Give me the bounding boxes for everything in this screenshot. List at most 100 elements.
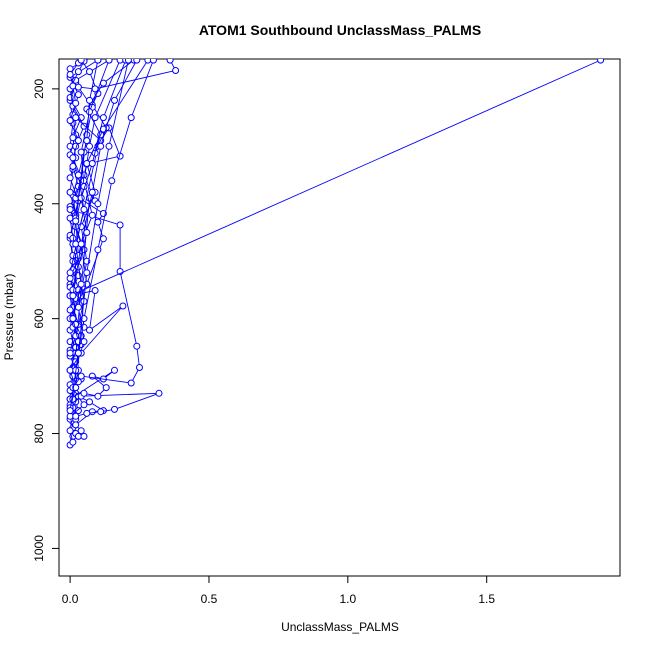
data-point (70, 287, 76, 293)
x-tick-label: 1.5 (478, 592, 495, 606)
x-tick-label: 0.5 (201, 592, 218, 606)
data-point (67, 428, 73, 434)
data-point (70, 439, 76, 445)
data-point (78, 281, 84, 287)
data-point (89, 189, 95, 195)
y-tick-label: 400 (32, 193, 46, 213)
data-point (70, 83, 76, 89)
data-point (67, 207, 73, 213)
data-point (70, 293, 76, 299)
data-point (100, 115, 106, 121)
data-point (167, 57, 173, 63)
x-axis-label: UnclassMass_PALMS (281, 620, 399, 634)
data-series (67, 57, 604, 299)
data-point (67, 275, 73, 281)
data-point (67, 175, 73, 181)
y-axis: 200 400 600 800 1000 (32, 79, 59, 562)
y-tick-label: 200 (32, 79, 46, 99)
data-point (92, 115, 98, 121)
data-point (75, 172, 81, 178)
data-point (67, 189, 73, 195)
x-tick-label: 1.0 (339, 592, 356, 606)
data-point (173, 68, 179, 74)
data-point (73, 115, 79, 121)
data-point (70, 316, 76, 322)
data-point (67, 72, 73, 78)
data-point (87, 399, 93, 405)
plot-frame (59, 59, 620, 576)
data-point (75, 84, 81, 90)
data-point (112, 367, 118, 373)
data-point (109, 178, 115, 184)
y-tick-label: 600 (32, 308, 46, 328)
data-point (106, 57, 112, 63)
data-point (92, 288, 98, 294)
data-point (89, 161, 95, 167)
data-point (103, 385, 109, 391)
data-point (137, 365, 143, 371)
data-point (78, 428, 84, 434)
data-point (67, 307, 73, 313)
data-point (67, 350, 73, 356)
y-axis-label: Pressure (mbar) (2, 274, 16, 361)
data-point (73, 100, 79, 106)
data-point (70, 163, 76, 169)
data-point (106, 143, 112, 149)
data-point (73, 422, 79, 428)
data-point (78, 57, 84, 63)
y-tick-label: 1000 (32, 535, 46, 562)
data-point (78, 373, 84, 379)
data-point (95, 201, 101, 207)
data-point (128, 115, 134, 121)
data-point (87, 109, 93, 115)
data-point (84, 138, 90, 144)
data-point (87, 69, 93, 75)
data-point (128, 380, 134, 386)
data-point (75, 92, 81, 98)
data-point (67, 118, 73, 124)
data-point (95, 393, 101, 399)
data-point (150, 57, 156, 63)
data-point (100, 236, 106, 242)
x-tick-label: 0.0 (62, 592, 79, 606)
data-point (87, 97, 93, 103)
series-line (70, 60, 601, 296)
data-point (78, 241, 84, 247)
data-point (67, 270, 73, 276)
data-point (81, 207, 87, 213)
data-point (95, 247, 101, 253)
data-point (112, 406, 118, 412)
data-point (84, 410, 90, 416)
data-point (75, 350, 81, 356)
x-axis: 0.0 0.5 1.0 1.5 (62, 576, 496, 606)
data-point (81, 390, 87, 396)
data-point (117, 222, 123, 228)
data-point (87, 143, 93, 149)
y-tick-label: 800 (32, 423, 46, 443)
plot-area (67, 57, 604, 448)
data-point (89, 212, 95, 218)
data-point (84, 270, 90, 276)
data-point (134, 57, 140, 63)
data-point (98, 409, 104, 415)
data-point (98, 143, 104, 149)
data-point (75, 69, 81, 75)
data-point (134, 343, 140, 349)
data-point (81, 433, 87, 439)
data-point (70, 155, 76, 161)
data-point (125, 57, 131, 63)
data-point (598, 57, 604, 63)
data-point (112, 97, 118, 103)
data-point (73, 218, 79, 224)
data-point (78, 195, 84, 201)
data-point (84, 230, 90, 236)
data-point (75, 138, 81, 144)
data-point (95, 57, 101, 63)
data-point (95, 219, 101, 225)
data-point (120, 303, 126, 309)
data-point (70, 235, 76, 241)
chart-title: ATOM1 Southbound UnclassMass_PALMS (199, 22, 481, 38)
data-point (84, 281, 90, 287)
data-point (67, 408, 73, 414)
